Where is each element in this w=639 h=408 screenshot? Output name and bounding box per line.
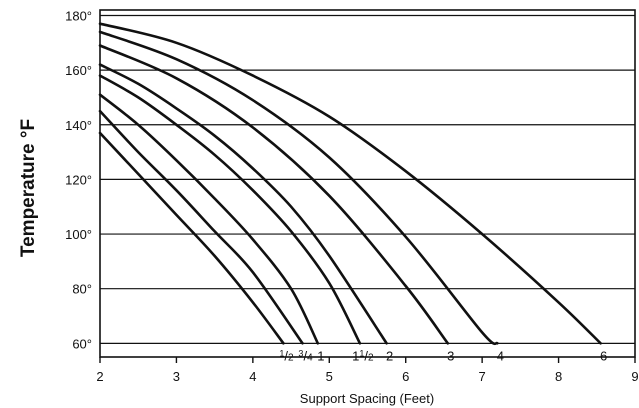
y-tick-label: 80° <box>72 282 92 297</box>
y-axis-label: Temperature °F <box>18 119 39 257</box>
fraction-slash: / <box>284 348 288 363</box>
curve-7 <box>98 30 499 346</box>
x-tick-label: 6 <box>402 369 409 384</box>
y-tick-label: 180° <box>65 8 92 23</box>
curve-4 <box>98 74 362 345</box>
curve-label: 2 <box>386 348 393 363</box>
gridlines <box>100 14 635 344</box>
curve-2 <box>98 109 304 345</box>
curve-label: 3 <box>447 348 454 363</box>
x-tick-label: 2 <box>96 369 103 384</box>
curve-labels: 1/2 3/4 1 11/2 2 3 4 6 <box>279 348 607 363</box>
fraction-denominator: 2 <box>288 352 294 363</box>
x-tick-label: 9 <box>631 369 638 384</box>
fraction-numerator: 1 <box>279 348 284 358</box>
x-tick-label: 5 <box>326 369 333 384</box>
curve-3 <box>98 93 320 345</box>
fraction-numerator: 3 <box>298 348 303 358</box>
fraction-denominator: 4 <box>307 352 313 363</box>
curve-label: 6 <box>600 348 607 363</box>
y-tick-label: 140° <box>65 118 92 133</box>
curves <box>98 22 602 346</box>
curve-5 <box>98 63 388 345</box>
curve-6 <box>98 44 450 345</box>
curve-8 <box>98 22 602 345</box>
whole-part: 1 <box>352 348 359 363</box>
curve-label: 4 <box>497 348 504 363</box>
fraction-slash: / <box>303 348 307 363</box>
x-axis-label: Support Spacing (Feet) <box>300 391 434 406</box>
curve-label: 11/2 <box>352 348 374 363</box>
fraction-denominator: 2 <box>368 352 374 363</box>
x-tick-label: 8 <box>555 369 562 384</box>
y-ticks: 60° 80° 100° 120° 140° 160° 180° <box>65 8 92 351</box>
x-tick-label: 7 <box>479 369 486 384</box>
x-ticks: 2 3 4 5 6 7 8 9 <box>96 357 639 384</box>
x-tick-label: 3 <box>173 369 180 384</box>
y-tick-label: 100° <box>65 227 92 242</box>
curve-1 <box>98 131 285 345</box>
plot-frame <box>99 9 636 358</box>
fraction-slash: / <box>364 348 368 363</box>
y-tick-label: 160° <box>65 63 92 78</box>
x-tick-label: 4 <box>249 369 256 384</box>
curve-label: 3/4 <box>298 348 313 363</box>
fraction-numerator: 1 <box>359 348 364 358</box>
y-tick-label: 120° <box>65 172 92 187</box>
curve-label: 1/2 <box>279 348 294 363</box>
y-tick-label: 60° <box>72 336 92 351</box>
curve-label: 1 <box>317 348 324 363</box>
